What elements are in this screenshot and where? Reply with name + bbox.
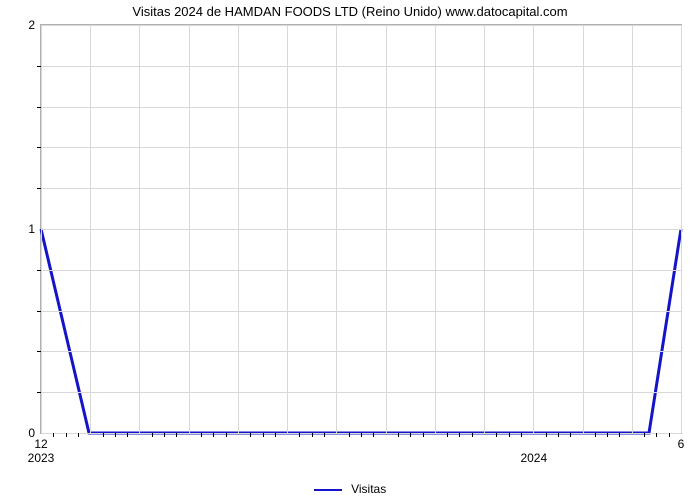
x-year-label: 2023 <box>28 451 55 465</box>
x-minor-tick <box>275 433 276 437</box>
x-minor-tick <box>423 433 424 437</box>
legend-swatch <box>314 489 342 491</box>
x-minor-tick <box>201 433 202 437</box>
x-minor-tick <box>570 433 571 437</box>
x-minor-tick <box>509 433 510 437</box>
gridline-h <box>41 147 681 148</box>
x-minor-tick <box>115 433 116 437</box>
x-minor-tick <box>103 433 104 437</box>
gridline-h <box>41 25 681 26</box>
x-minor-tick <box>361 433 362 437</box>
x-minor-tick <box>373 433 374 437</box>
x-minor-tick <box>263 433 264 437</box>
x-minor-tick <box>410 433 411 437</box>
gridline-v <box>681 25 682 433</box>
x-minor-tick <box>546 433 547 437</box>
y-minor-tick <box>37 188 41 189</box>
y-minor-tick <box>37 351 41 352</box>
gridline-h <box>41 66 681 67</box>
gridline-h <box>41 229 681 230</box>
x-minor-tick <box>127 433 128 437</box>
plot-area: 01212620232024 <box>40 24 682 434</box>
x-minor-tick <box>644 433 645 437</box>
x-minor-tick <box>213 433 214 437</box>
x-minor-tick <box>312 433 313 437</box>
x-tick-label: 6 <box>678 437 685 451</box>
x-minor-tick <box>447 433 448 437</box>
gridline-h <box>41 351 681 352</box>
legend: Visitas <box>0 482 700 496</box>
x-minor-tick <box>607 433 608 437</box>
x-minor-tick <box>176 433 177 437</box>
x-minor-tick <box>250 433 251 437</box>
x-minor-tick <box>226 433 227 437</box>
x-year-label: 2024 <box>520 451 547 465</box>
x-minor-tick <box>152 433 153 437</box>
x-minor-tick <box>164 433 165 437</box>
x-minor-tick <box>66 433 67 437</box>
x-minor-tick <box>619 433 620 437</box>
x-minor-tick <box>299 433 300 437</box>
chart-title: Visitas 2024 de HAMDAN FOODS LTD (Reino … <box>0 4 700 19</box>
x-minor-tick <box>521 433 522 437</box>
x-minor-tick <box>558 433 559 437</box>
y-tick-label: 2 <box>28 18 35 32</box>
x-minor-tick <box>349 433 350 437</box>
y-minor-tick <box>37 147 41 148</box>
y-minor-tick <box>37 66 41 67</box>
y-minor-tick <box>37 270 41 271</box>
y-minor-tick <box>37 311 41 312</box>
legend-label: Visitas <box>351 482 386 496</box>
y-minor-tick <box>37 392 41 393</box>
x-minor-tick <box>459 433 460 437</box>
x-minor-tick <box>78 433 79 437</box>
chart-container: Visitas 2024 de HAMDAN FOODS LTD (Reino … <box>0 0 700 500</box>
gridline-h <box>41 270 681 271</box>
x-minor-tick <box>472 433 473 437</box>
x-tick-label: 12 <box>34 437 47 451</box>
gridline-h <box>41 392 681 393</box>
x-minor-tick <box>496 433 497 437</box>
gridline-h <box>41 311 681 312</box>
gridline-h <box>41 188 681 189</box>
x-minor-tick <box>398 433 399 437</box>
gridline-h <box>41 107 681 108</box>
x-minor-tick <box>53 433 54 437</box>
x-minor-tick <box>669 433 670 437</box>
y-tick-label: 1 <box>28 222 35 236</box>
x-minor-tick <box>656 433 657 437</box>
x-minor-tick <box>595 433 596 437</box>
x-minor-tick <box>324 433 325 437</box>
y-minor-tick <box>37 107 41 108</box>
